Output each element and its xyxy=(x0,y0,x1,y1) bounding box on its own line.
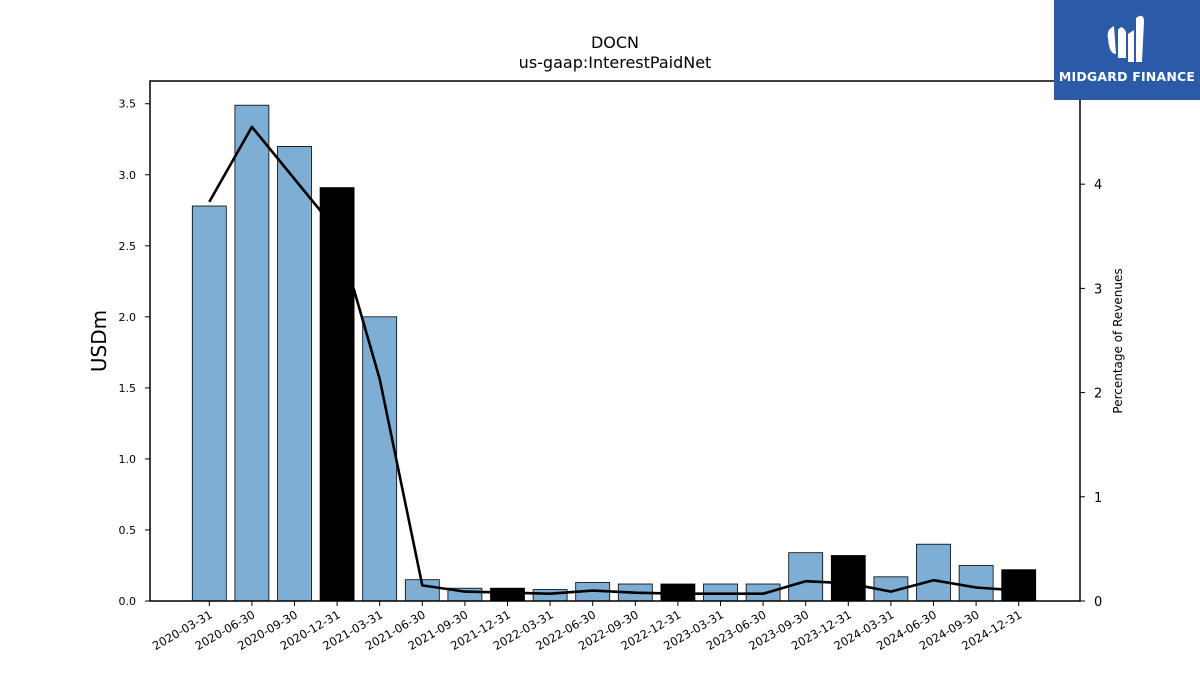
y-tick-label: 2.5 xyxy=(119,240,137,253)
bar xyxy=(191,205,227,602)
y2-tick-label: 1 xyxy=(1094,491,1102,506)
series-line xyxy=(208,125,1019,596)
y-tick-label: 1.5 xyxy=(119,382,137,395)
bar xyxy=(788,552,824,602)
bar xyxy=(830,555,866,602)
bar xyxy=(234,104,270,602)
y2-tick-label: 3 xyxy=(1094,282,1102,297)
y-tick-label: 1.0 xyxy=(119,453,137,466)
brand-logo: MIDGARD FINANCE xyxy=(1054,0,1200,100)
y-tick-label: 0.5 xyxy=(119,524,137,537)
y2-tick-label: 2 xyxy=(1094,387,1102,402)
bar xyxy=(1001,569,1037,602)
chart-subtitle: us-gaap:InterestPaidNet xyxy=(519,53,712,72)
y-tick-label: 3.0 xyxy=(119,169,137,182)
bar xyxy=(958,565,994,602)
bar xyxy=(532,589,568,602)
chart-title: DOCN xyxy=(591,33,639,52)
y2-axis-label: Percentage of Revenues xyxy=(1111,268,1125,413)
bar xyxy=(362,316,398,602)
y-tick-label: 0.0 xyxy=(119,595,137,608)
y2-tick-label: 4 xyxy=(1094,178,1102,193)
midgard-logo-icon xyxy=(1107,15,1144,62)
y-tick-label: 3.5 xyxy=(119,98,137,111)
bar xyxy=(916,543,951,602)
y-axis-label: USDm xyxy=(87,310,111,372)
y2-tick-label: 0 xyxy=(1094,595,1102,610)
bar xyxy=(490,587,525,602)
bar xyxy=(277,145,312,602)
plot-area: 0.00.51.01.52.02.53.03.5012342020-03-312… xyxy=(119,80,1102,653)
brand-logo-text: MIDGARD FINANCE xyxy=(1058,69,1196,84)
y-tick-label: 2.0 xyxy=(119,311,137,324)
plot-frame xyxy=(149,80,1081,602)
bar xyxy=(319,187,355,602)
